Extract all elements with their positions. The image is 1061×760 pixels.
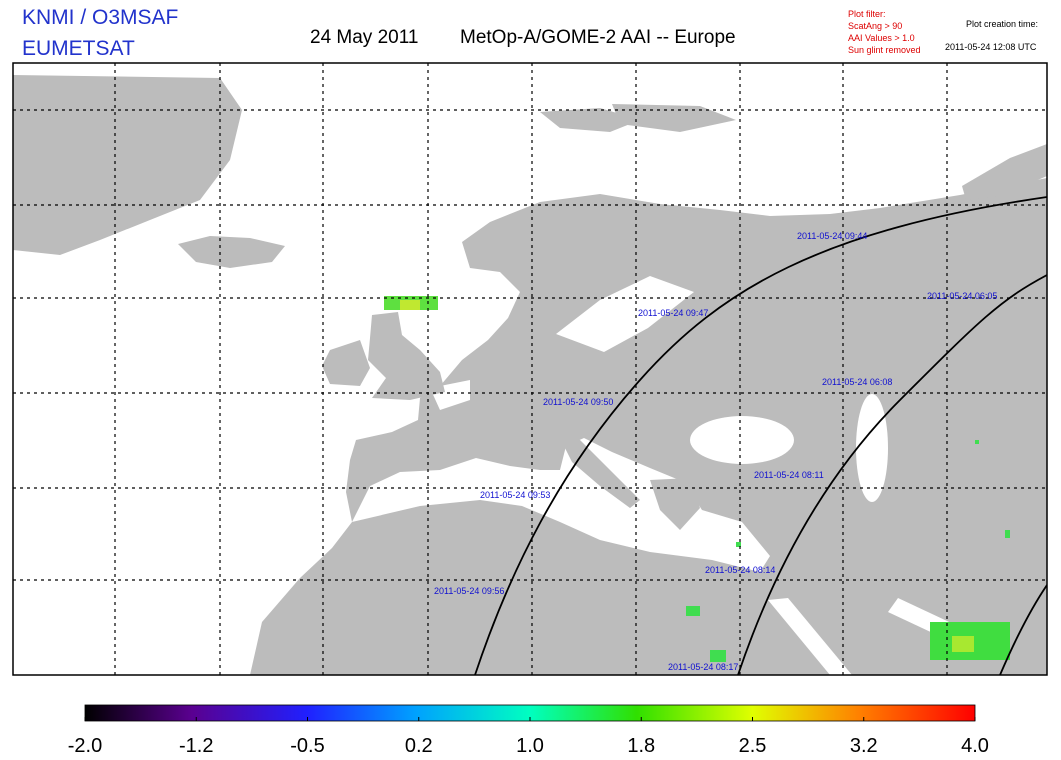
product-title: MetOp-A/GOME-2 AAI -- Europe <box>460 27 736 48</box>
aai-pixels <box>686 606 700 616</box>
orbit-time: 2011-05-24 09:53 <box>480 490 550 500</box>
sea <box>856 394 888 502</box>
aai-pixels <box>1005 530 1010 538</box>
land <box>540 108 640 132</box>
aai-pixels <box>400 300 420 310</box>
colorbar-tick-label: -0.5 <box>290 735 324 757</box>
filter-line: Sun glint removed <box>848 45 921 55</box>
creation-time-value: 2011-05-24 12:08 UTC <box>945 42 1037 52</box>
agency-label: KNMI / O3MSAF <box>22 6 178 29</box>
sea <box>768 598 852 675</box>
aai-pixels <box>952 636 974 652</box>
colorbar-tick-label: -2.0 <box>68 735 102 757</box>
land <box>650 478 700 530</box>
colorbar-ticks: -2.0 -1.2 -0.5 0.2 1.0 1.8 2.5 3.2 4.0 <box>68 717 989 757</box>
land <box>13 75 242 255</box>
orbit-time: 2011-05-24 09:47 <box>638 308 708 318</box>
orbit-time: 2011-05-24 09:56 <box>434 586 504 596</box>
filter-line: ScatAng > 90 <box>848 21 902 31</box>
sea <box>690 416 794 464</box>
orbit-time: 2011-05-24 06:05 <box>927 291 997 301</box>
date-label: 24 May 2011 <box>310 27 418 48</box>
colorbar-tick-label: 2.5 <box>739 735 767 757</box>
land <box>250 178 1047 675</box>
sea <box>352 438 770 572</box>
land <box>322 340 370 386</box>
orbit-time: 2011-05-24 08:14 <box>705 565 775 575</box>
colorbar-tick-label: 0.2 <box>405 735 433 757</box>
sea <box>556 276 694 352</box>
orbit-track <box>737 274 1047 675</box>
aai-pixels <box>710 650 726 662</box>
aai-pixels <box>975 440 979 444</box>
colorbar-tick-label: 1.0 <box>516 735 544 757</box>
map-frame <box>12 62 1048 676</box>
colorbar-tick-label: 1.8 <box>627 735 655 757</box>
land <box>962 144 1047 200</box>
filter-heading: Plot filter: <box>848 9 886 19</box>
colorbar-tick-label: 4.0 <box>961 735 989 757</box>
orbit-time: 2011-05-24 08:11 <box>754 470 824 480</box>
map <box>13 63 1047 675</box>
orbit-time: 2011-05-24 09:44 <box>797 231 867 241</box>
land <box>368 312 445 400</box>
aai-pixels <box>736 542 741 547</box>
orbit-track <box>999 584 1047 675</box>
orbit-time: 2011-05-24 06:08 <box>822 377 892 387</box>
land <box>178 236 285 268</box>
organisation-label: EUMETSAT <box>22 37 135 60</box>
land <box>612 104 736 132</box>
land <box>560 438 640 508</box>
orbit-track <box>474 196 1047 675</box>
colorbar-tick-label: 3.2 <box>850 735 878 757</box>
orbit-time: 2011-05-24 09:50 <box>543 397 613 407</box>
filter-line: AAI Values > 1.0 <box>848 33 915 43</box>
colorbar-tick-label: -1.2 <box>179 735 213 757</box>
orbit-time: 2011-05-24 08:17 <box>668 662 738 672</box>
creation-time-heading: Plot creation time: <box>966 19 1038 29</box>
